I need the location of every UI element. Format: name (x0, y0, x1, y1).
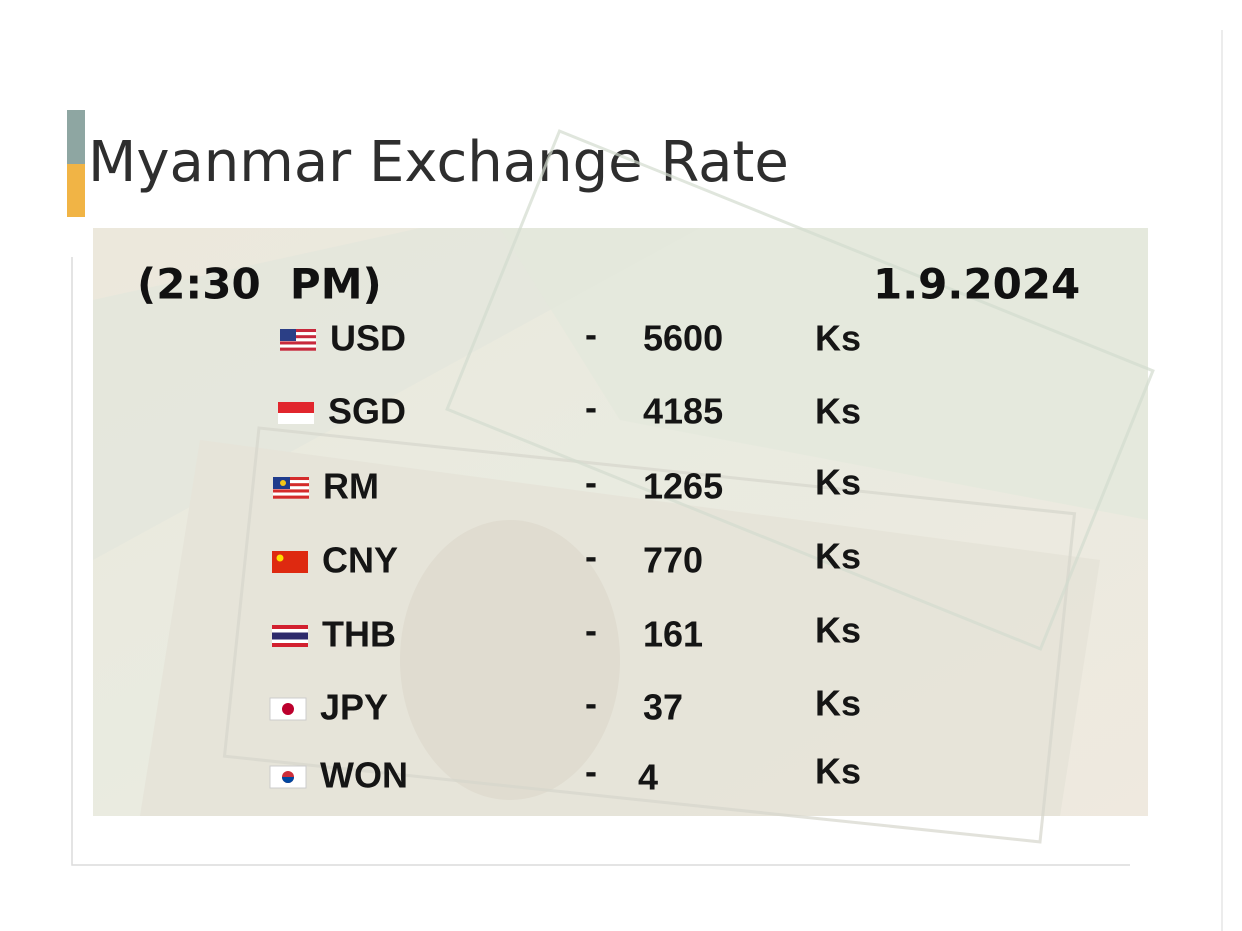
flag-stripe (273, 480, 309, 484)
flag-stripe (272, 632, 308, 640)
flag-stripe (280, 344, 316, 348)
flag-part (278, 413, 314, 424)
separator: - (585, 387, 597, 428)
rate-value: 1265 (643, 466, 723, 507)
title: Myanmar Exchange Rate (88, 130, 789, 195)
flag-star (276, 554, 284, 562)
flag-stripe (280, 338, 316, 342)
rate-unit: Ks (815, 751, 861, 792)
accent-bottom (67, 164, 85, 217)
frame (71, 257, 1130, 866)
rate-value: 37 (643, 687, 683, 728)
rate-row: JPY - 37 Ks (269, 683, 861, 728)
rate-row: RM - 1265 Ks (273, 462, 861, 507)
separator: - (585, 462, 597, 503)
flag-part (278, 402, 314, 413)
flag-stripe (273, 483, 309, 487)
rate-row: USD - 5600 Ks (280, 314, 861, 359)
separator: - (585, 683, 597, 724)
currency-code: WON (320, 755, 408, 796)
currency-code: THB (322, 614, 396, 655)
flag-stripe (280, 332, 316, 336)
flag-icon (280, 329, 316, 351)
flag-sun (282, 703, 294, 715)
background-photo (93, 129, 1155, 844)
flag-stripe (280, 329, 316, 333)
flag-stripe (280, 347, 316, 351)
currency-code: RM (323, 466, 379, 507)
rate-row: CNY - 770 Ks (272, 536, 861, 581)
flag-bottom (282, 777, 294, 783)
flag-icon (269, 697, 307, 721)
currency-code: SGD (328, 391, 406, 432)
flag-stripe (280, 341, 316, 345)
rate-value: 5600 (643, 318, 723, 359)
separator: - (585, 536, 597, 577)
rate-value: 4 (638, 757, 658, 798)
rate-value: 770 (643, 540, 703, 581)
flag-canton (280, 329, 296, 341)
separator: - (585, 314, 597, 355)
flag-icon (269, 765, 307, 789)
flag-icon (278, 402, 314, 424)
rate-value: 4185 (643, 391, 723, 432)
flag-stripe (272, 625, 308, 629)
flag-stripe (273, 495, 309, 499)
rate-unit: Ks (815, 610, 861, 651)
rate-unit: Ks (815, 462, 861, 503)
rate-row: THB - 161 Ks (272, 610, 861, 655)
flag-stripe (273, 486, 309, 490)
flag-sun (280, 480, 286, 486)
rate-unit: Ks (815, 683, 861, 724)
currency-code: CNY (322, 540, 398, 581)
flag-stripe (272, 639, 308, 643)
date: 1.9.2024 (873, 260, 1080, 309)
time: (2:30 PM) (137, 260, 382, 309)
flag-stripe (273, 489, 309, 493)
flag-stripe (272, 643, 308, 647)
flag-stripe (272, 629, 308, 633)
flag-stripe (273, 477, 309, 481)
accent-top (67, 110, 85, 164)
rate-value: 161 (643, 614, 703, 655)
flag-stripe (280, 335, 316, 339)
flag-icon (272, 625, 308, 647)
flag-stripe (273, 492, 309, 496)
rate-row: WON -4 Ks (269, 751, 861, 798)
flag-icon (272, 551, 308, 573)
rate-unit: Ks (815, 536, 861, 577)
rate-unit: Ks (815, 318, 861, 359)
separator: - (585, 610, 597, 651)
currency-code: JPY (320, 687, 388, 728)
currency-code: USD (330, 318, 406, 359)
separator: - (585, 751, 597, 792)
rate-unit: Ks (815, 391, 861, 432)
flag-part (272, 551, 308, 573)
rate-row: SGD - 4185 Ks (278, 387, 861, 432)
flag-icon (273, 477, 309, 499)
